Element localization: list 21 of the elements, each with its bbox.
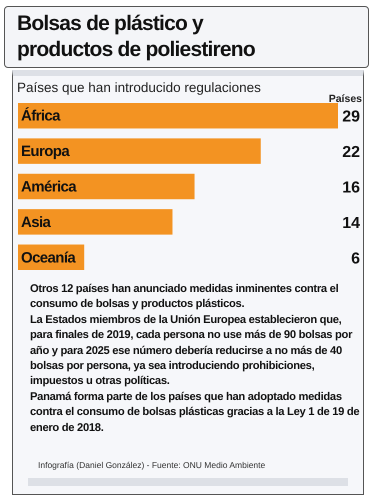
chart-subtitle: Países que han introducido regulaciones [17, 80, 262, 95]
chart-title: Bolsas de plástico y productos de poliestireno [17, 11, 256, 63]
data-label: 16 [342, 180, 360, 196]
text: Panamá forma parte de los países que han adoptado medidas contra el consumo de bolsas plásticas gracias a la Ley 1 de 19 de enero de 2018. [30, 390, 360, 436]
y-tick-label: Europa [21, 143, 70, 160]
data-label: 29 [342, 108, 360, 126]
text: Otros 12 países han anunciado medidas inminentes contra el consumo de bolsas y productos plásticos. [30, 282, 340, 312]
bar [18, 174, 195, 200]
y-tick-label: Asia [21, 214, 52, 231]
y-tick-label: América [21, 178, 78, 196]
data-label: 14 [342, 214, 360, 232]
data-label: 6 [351, 250, 360, 268]
y-tick-label: Oceanía [21, 249, 76, 266]
data-label: 22 [342, 144, 360, 162]
text: La Estados miembros de la Unión Europea establecieron que, para finales de 2019, cada persona no use más de 90 bolsas por año y para 2025 ese número debería reducirse a no más de 40 bolsas por persona, ya sea introduciendo prohibiciones, impuestos u otras políticas. [30, 312, 354, 390]
bar [18, 103, 338, 128]
text: Infografía (Daniel González) - Fuente: ONU Medio Ambiente [38, 460, 266, 470]
y-tick-label: África [21, 106, 62, 125]
x-axis-title: Países [328, 93, 362, 105]
bar [18, 138, 261, 164]
bar [18, 209, 172, 235]
